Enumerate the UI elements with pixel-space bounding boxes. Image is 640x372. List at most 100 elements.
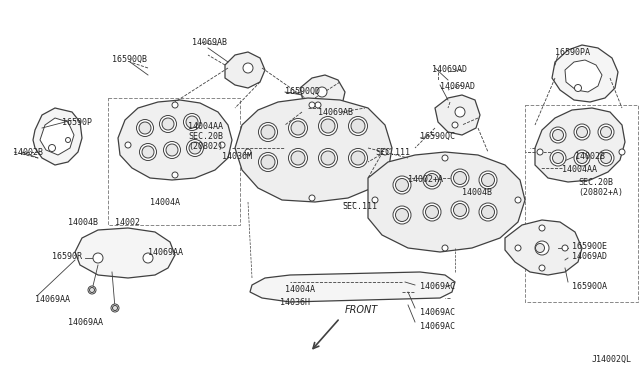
Circle shape (550, 127, 566, 143)
Circle shape (393, 206, 411, 224)
Circle shape (261, 155, 275, 169)
Text: J14002QL: J14002QL (592, 355, 632, 364)
Circle shape (393, 176, 411, 194)
Polygon shape (300, 75, 345, 112)
Text: SEC.20B: SEC.20B (188, 132, 223, 141)
Circle shape (184, 113, 200, 131)
Circle shape (93, 253, 103, 263)
Polygon shape (33, 108, 82, 165)
Circle shape (423, 203, 441, 221)
Text: (20802+A): (20802+A) (578, 188, 623, 197)
Polygon shape (118, 100, 232, 180)
Circle shape (577, 126, 588, 138)
Circle shape (442, 155, 448, 161)
Polygon shape (225, 52, 265, 88)
Circle shape (535, 241, 549, 255)
Circle shape (396, 179, 408, 192)
Circle shape (423, 171, 441, 189)
Circle shape (186, 116, 198, 128)
Circle shape (382, 149, 388, 155)
Polygon shape (368, 152, 525, 252)
Circle shape (259, 122, 278, 141)
Text: 14004A: 14004A (285, 285, 315, 294)
Circle shape (452, 122, 458, 128)
Circle shape (143, 253, 153, 263)
Text: 16590OA: 16590OA (572, 282, 607, 291)
Circle shape (163, 141, 180, 158)
Circle shape (481, 173, 495, 186)
Text: SEC.111: SEC.111 (375, 148, 410, 157)
Circle shape (454, 203, 467, 217)
Text: 14002+A: 14002+A (408, 175, 443, 184)
Circle shape (600, 126, 611, 138)
Circle shape (372, 197, 378, 203)
Circle shape (243, 63, 253, 73)
Text: 14069AD: 14069AD (432, 65, 467, 74)
Circle shape (552, 129, 563, 141)
Circle shape (88, 286, 96, 294)
Circle shape (454, 171, 467, 185)
Circle shape (600, 153, 611, 164)
Circle shape (291, 151, 305, 165)
Circle shape (479, 203, 497, 221)
Circle shape (481, 205, 495, 218)
Circle shape (319, 116, 337, 135)
Circle shape (552, 153, 563, 164)
Circle shape (113, 305, 118, 311)
Circle shape (139, 122, 151, 134)
Circle shape (321, 151, 335, 165)
Circle shape (351, 119, 365, 133)
Polygon shape (40, 118, 74, 155)
Circle shape (65, 138, 70, 142)
Circle shape (159, 115, 177, 132)
Circle shape (49, 144, 56, 151)
Text: 14004B: 14004B (68, 218, 98, 227)
Circle shape (186, 140, 204, 157)
Text: SEC.20B: SEC.20B (578, 178, 613, 187)
Polygon shape (235, 98, 392, 202)
Circle shape (598, 150, 614, 166)
Circle shape (261, 125, 275, 139)
Circle shape (574, 150, 590, 166)
Text: 16590P: 16590P (62, 118, 92, 127)
Text: 14069AA: 14069AA (148, 248, 183, 257)
Text: 16590R: 16590R (52, 252, 82, 261)
Circle shape (396, 208, 408, 221)
Text: (20802): (20802) (188, 142, 223, 151)
Text: 14004AA: 14004AA (562, 165, 597, 174)
Polygon shape (565, 60, 602, 92)
Polygon shape (250, 272, 455, 302)
Circle shape (455, 107, 465, 117)
Circle shape (291, 121, 305, 135)
Circle shape (426, 205, 438, 218)
Text: 14069AC: 14069AC (420, 322, 455, 331)
Text: 14069AA: 14069AA (35, 295, 70, 304)
Text: 16590PA: 16590PA (555, 48, 590, 57)
Circle shape (349, 148, 367, 167)
Text: 14036H: 14036H (280, 298, 310, 307)
Circle shape (289, 119, 307, 138)
Circle shape (319, 148, 337, 167)
Circle shape (289, 148, 307, 167)
Circle shape (317, 87, 327, 97)
Circle shape (189, 142, 201, 154)
Circle shape (136, 119, 154, 137)
Circle shape (172, 102, 178, 108)
Text: 14002: 14002 (115, 218, 140, 227)
Circle shape (162, 118, 174, 130)
Text: 14069AD: 14069AD (440, 82, 475, 91)
Circle shape (562, 245, 568, 251)
Circle shape (537, 149, 543, 155)
Text: SEC.111: SEC.111 (342, 202, 377, 211)
Text: 14004B: 14004B (462, 188, 492, 197)
Text: 14069AD: 14069AD (572, 252, 607, 261)
Text: 14069AA: 14069AA (68, 318, 103, 327)
Circle shape (321, 119, 335, 133)
Circle shape (140, 144, 157, 160)
Circle shape (598, 124, 614, 140)
Text: 14004A: 14004A (150, 198, 180, 207)
Circle shape (539, 225, 545, 231)
Circle shape (172, 172, 178, 178)
Text: 14069AC: 14069AC (420, 282, 455, 291)
Circle shape (539, 265, 545, 271)
